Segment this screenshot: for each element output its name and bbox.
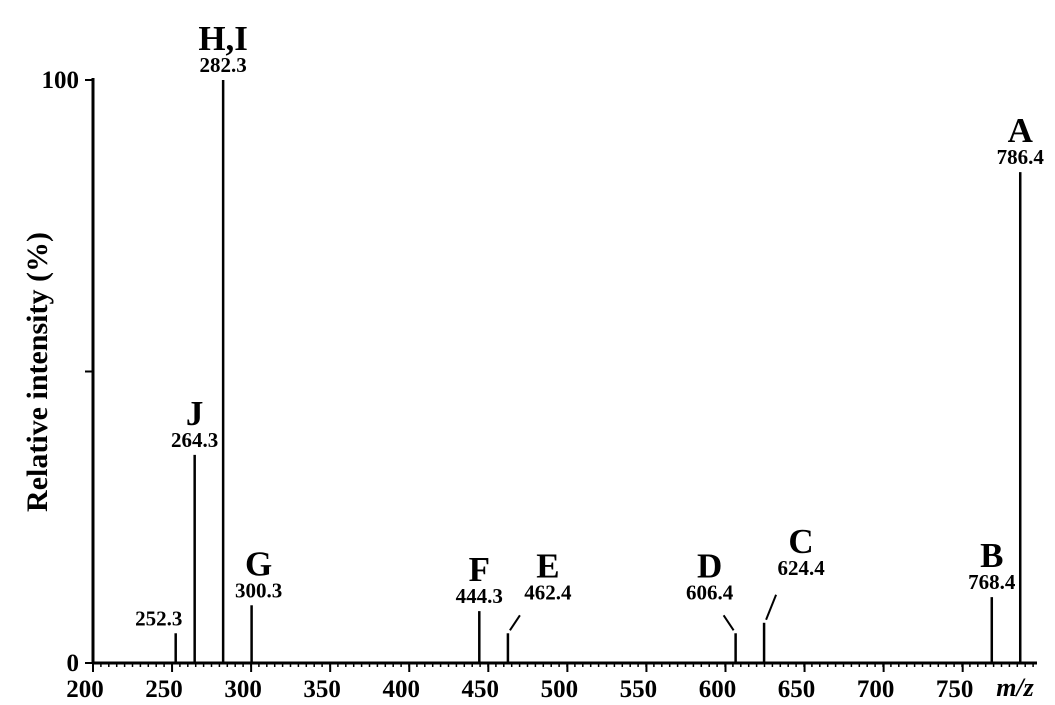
x-tick-label: 550 — [620, 676, 658, 703]
x-tick-label: 650 — [778, 676, 816, 703]
x-tick-label: 250 — [145, 676, 183, 703]
peak-letter-label: E — [536, 546, 559, 585]
y-tick-label: 0 — [67, 650, 80, 677]
x-tick-label: 750 — [936, 676, 974, 703]
peak-letter-label: B — [980, 536, 1003, 575]
peak-mz-label: 624.4 — [777, 556, 825, 580]
peak-letter-label: F — [469, 550, 490, 589]
x-tick-label: 350 — [303, 676, 341, 703]
x-tick-label: 700 — [857, 676, 895, 703]
peak-mz-label: 462.4 — [524, 580, 572, 604]
peak-mz-label: 282.3 — [200, 53, 247, 77]
leader-line — [509, 614, 521, 631]
y-tick-label: 100 — [42, 67, 80, 94]
peak-mz-label: 252.3 — [135, 606, 182, 630]
x-tick-label: 450 — [462, 676, 500, 703]
peak-letter-label: H,I — [198, 19, 248, 58]
x-tick-label: 600 — [699, 676, 737, 703]
x-axis-label: m/z — [996, 673, 1034, 702]
peak-letter-label: J — [186, 394, 204, 433]
peak-mz-label: 300.3 — [235, 578, 282, 602]
leader-line — [765, 594, 778, 621]
peak-mz-label: 606.4 — [686, 580, 734, 604]
peak-letter-label: A — [1008, 111, 1034, 150]
y-axis-label: Relative intensity (%) — [21, 232, 54, 512]
peak-mz-label: 444.3 — [456, 584, 503, 608]
peak-mz-label: 264.3 — [171, 428, 218, 452]
peak-mz-label: 786.4 — [997, 145, 1045, 169]
peak-letter-label: C — [788, 522, 813, 561]
x-tick-label: 300 — [224, 676, 262, 703]
leader-line — [722, 614, 735, 631]
x-tick-label: 400 — [382, 676, 420, 703]
x-tick-label: 500 — [541, 676, 579, 703]
peak-mz-label: 768.4 — [968, 570, 1016, 594]
peak-letter-label: D — [697, 546, 722, 585]
x-tick-label: 200 — [66, 676, 104, 703]
peak-letter-label: G — [245, 544, 272, 583]
